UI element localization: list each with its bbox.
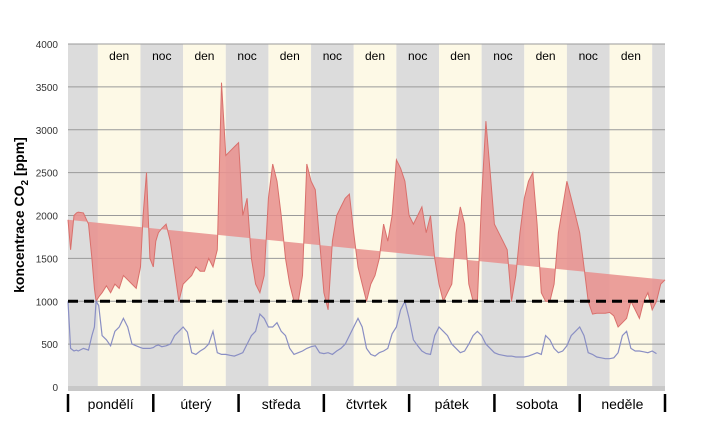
x-axis: pondělí úterý středa čtvrtek pátek sobota nedě…: [66, 386, 667, 412]
y-tick-label: 3500: [36, 83, 59, 94]
night-band-label: noc: [152, 49, 171, 63]
day-band-label: den: [536, 49, 556, 63]
day-band-label: den: [621, 49, 641, 63]
day-band-label: den: [365, 49, 385, 63]
y-tick-label: 500: [41, 340, 58, 351]
night-band-label: noc: [579, 49, 598, 63]
day-band-label: den: [194, 49, 214, 63]
y-tick-label: 1500: [36, 254, 59, 265]
day-label: úterý: [180, 396, 211, 412]
y-tick-label: 2500: [36, 169, 59, 180]
y-axis-label: koncentrace CO2 [ppm]: [11, 137, 31, 293]
day-label: sobota: [516, 396, 558, 412]
day-label: středa: [262, 396, 301, 412]
y-tick-label: 1000: [36, 297, 59, 308]
x-axis-bar: [68, 386, 665, 391]
y-tick-label: 2000: [36, 212, 59, 223]
day-label: čtvrtek: [346, 396, 388, 412]
day-night-labels: den noc den noc den noc den noc den noc den noc den: [109, 49, 641, 63]
y-axis-tick-labels: 0 500 1000 1500 2000 2500 3000 3500 4000: [36, 40, 59, 394]
day-band-label: den: [109, 49, 129, 63]
day-label: pondělí: [88, 396, 134, 412]
night-band-label: noc: [323, 49, 342, 63]
co2-max-line: [67, 82, 666, 328]
day-label: pátek: [435, 396, 470, 412]
night-band-label: noc: [493, 49, 512, 63]
co2-range-area: [67, 82, 666, 360]
y-tick-label: 3000: [36, 126, 59, 137]
co2-min-line: [67, 299, 657, 360]
y-tick-label: 0: [52, 383, 58, 394]
co2-area: [68, 82, 665, 327]
day-band-label: den: [450, 49, 470, 63]
day-label: neděle: [601, 396, 643, 412]
night-band-label: noc: [408, 49, 427, 63]
y-tick-label: 4000: [36, 40, 59, 51]
night-band-label: noc: [237, 49, 256, 63]
day-band-label: den: [280, 49, 300, 63]
